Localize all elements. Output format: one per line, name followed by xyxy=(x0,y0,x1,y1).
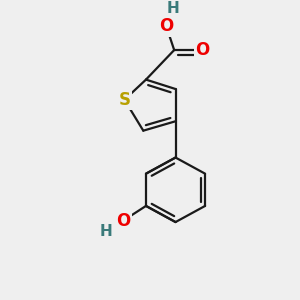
Text: O: O xyxy=(195,41,209,59)
Text: O: O xyxy=(159,17,173,35)
Text: H: H xyxy=(99,224,112,239)
Text: H: H xyxy=(167,1,179,16)
Text: S: S xyxy=(118,91,130,109)
Text: O: O xyxy=(116,212,130,230)
